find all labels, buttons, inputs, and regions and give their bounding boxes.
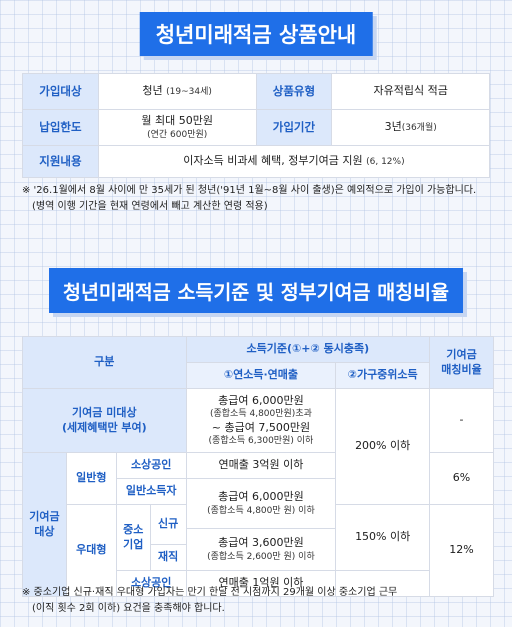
label-payment-limit: 납입한도 (22, 109, 99, 146)
non-eligible-rate: - (429, 388, 494, 453)
household-pref: 150% 이하 (335, 504, 431, 571)
table-row: 재직 (23, 544, 494, 571)
table-row: 소상공인 연매출 1억원 이하 (23, 570, 494, 597)
header-rate: 기여금 매칭비율 (429, 336, 494, 389)
sme-current-label: 재직 (149, 544, 187, 571)
rate-general: 6% (429, 452, 494, 505)
non-eligible-label: 기여금 미대상 (세제혜택만 부여) (22, 388, 187, 453)
table-row: ①연소득·연매출 ②가구중위소득 (23, 362, 494, 389)
general-small-biz-income: 연매출 3억원 이하 (185, 452, 337, 479)
sme-label: 중소 기업 (115, 504, 151, 571)
household-general: 200% 이하 (335, 388, 431, 505)
table-row: 우대형 중소 기업 신규 150% 이하 12% (23, 504, 494, 597)
label-support: 지원내용 (22, 145, 99, 178)
value-product-type: 자유적립식 적금 (331, 73, 490, 110)
header-income-standard: 소득기준(①+② 동시충족) (185, 336, 431, 363)
table-row: 일반소득자 총급여 6,000만원 (종합소득 4,800만 원) 이하 (23, 478, 494, 529)
label-eligibility: 가입대상 (22, 73, 99, 110)
table-row: 구분 소득기준(①+② 동시충족) 기여금 매칭비율 (22, 336, 494, 389)
value-period: 3년(36개월) (331, 109, 490, 146)
general-small-biz-label: 소상공인 (115, 452, 187, 479)
label-period: 가입기간 (255, 109, 333, 146)
pref-small-biz-household (335, 570, 431, 597)
table-row: 납입한도 월 최대 50만원 (연간 600만원) 가입기간 3년(36개월) (22, 109, 490, 146)
value-support: 이자소득 비과세 혜택, 정부기여금 지원 (6, 12%) (97, 145, 491, 178)
sme-new-label: 신규 (149, 504, 187, 545)
sme-income: 총급여 3,600만원 (종합소득 2,600만 원) 이하 (185, 528, 337, 571)
rate-pref: 12% (429, 504, 494, 597)
general-income-label: 일반소득자 (115, 478, 187, 505)
pref-small-biz-label: 소상공인 (115, 570, 187, 597)
pref-small-biz-income: 연매출 1억원 이하 (185, 570, 337, 597)
section2-note: ※ 중소기업 신규·재직 우대형 가입자는 만기 한달 전 시점까지 29개월 … (22, 587, 398, 614)
matching-rate-table: 구분 소득기준(①+② 동시충족) 기여금 매칭비율 ①연소득·연매출 ②가구중위… (22, 336, 494, 597)
header-gubun: 구분 (22, 336, 187, 389)
table-row: 가입대상 청년 (19~34세) 상품유형 자유적립식 적금 (22, 73, 490, 110)
product-info-table: 가입대상 청년 (19~34세) 상품유형 자유적립식 적금 납입한도 월 최대… (22, 73, 491, 178)
section2-title: 청년미래적금 소득기준 및 정부기여금 매칭비율 (49, 268, 463, 313)
general-income-value: 총급여 6,000만원 (종합소득 4,800만 원) 이하 (185, 478, 337, 529)
header-annual-income: ①연소득·연매출 (185, 362, 337, 389)
table-row: 지원내용 이자소득 비과세 혜택, 정부기여금 지원 (6, 12%) (22, 145, 491, 178)
value-eligibility: 청년 (19~34세) (97, 73, 257, 110)
value-payment-limit: 월 최대 50만원 (연간 600만원) (97, 109, 257, 146)
non-eligible-income: 총급여 6,000만원 (종합소득 4,800만원)초과 ~ 총급여 7,500… (185, 388, 337, 453)
general-type-label: 일반형 (65, 452, 117, 505)
table-row: 기여금 대상 일반형 소상공인 연매출 3억원 이하 6% (22, 452, 494, 597)
table-row: 기여금 미대상 (세제혜택만 부여) 총급여 6,000만원 (종합소득 4,80… (22, 388, 494, 505)
label-product-type: 상품유형 (255, 73, 333, 110)
section1-title: 청년미래적금 상품안내 (139, 12, 373, 56)
preferential-type-label: 우대형 (65, 504, 117, 597)
section1-note: ※ '26.1월에서 8월 사이에 만 35세가 된 청년('91년 1월~8월… (22, 185, 477, 212)
eligible-label: 기여금 대상 (22, 452, 67, 597)
header-household-income: ②가구중위소득 (335, 362, 431, 389)
